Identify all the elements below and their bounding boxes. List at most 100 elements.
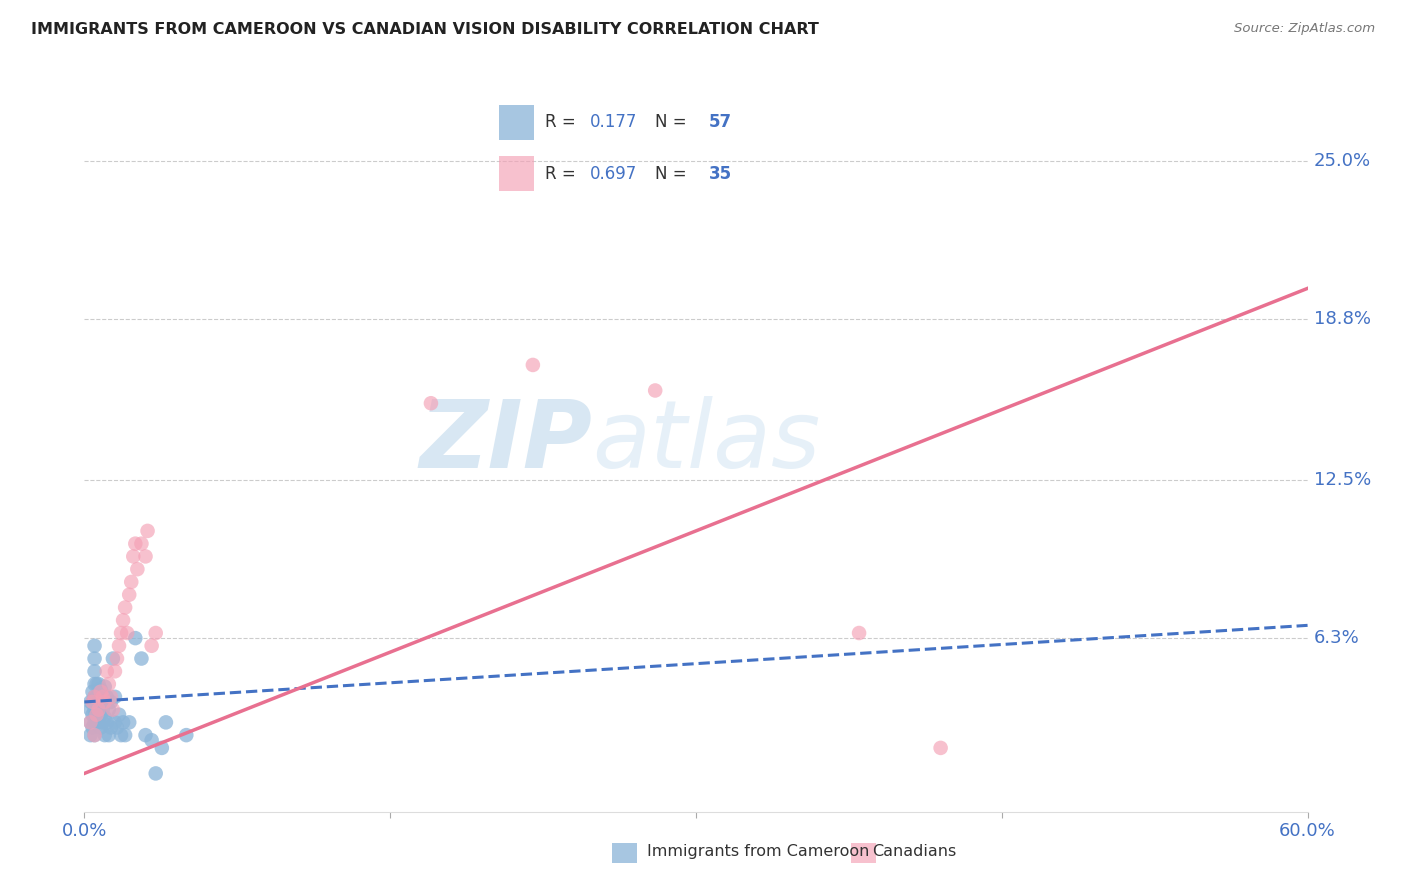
Point: [82, 707, 104, 722]
Point: [105, 721, 128, 735]
Point: [86, 707, 108, 722]
Point: [79, 728, 101, 742]
Point: [135, 549, 157, 564]
Point: [114, 728, 136, 742]
Point: [93, 728, 115, 742]
Point: [87, 677, 110, 691]
Point: [93, 680, 115, 694]
Point: [131, 536, 153, 550]
Point: [145, 626, 167, 640]
Point: [91, 703, 114, 717]
Text: Immigrants from Cameroon: Immigrants from Cameroon: [647, 845, 869, 859]
Text: 18.8%: 18.8%: [1313, 310, 1371, 328]
Point: [104, 715, 127, 730]
Point: [848, 626, 870, 640]
Text: ZIP: ZIP: [419, 395, 592, 488]
Point: [101, 651, 124, 665]
Point: [108, 707, 131, 722]
Point: [131, 651, 153, 665]
Point: [83, 715, 105, 730]
Point: [90, 682, 112, 697]
Point: [83, 639, 105, 653]
Point: [124, 536, 146, 550]
Point: [929, 740, 952, 755]
Point: [86, 703, 108, 717]
Point: [86, 715, 108, 730]
Point: [96, 665, 118, 679]
Point: [100, 690, 122, 704]
Point: [83, 677, 105, 691]
Point: [136, 524, 159, 538]
Point: [104, 690, 127, 704]
Point: [522, 358, 544, 372]
Point: [83, 728, 105, 742]
Point: [79, 715, 101, 730]
Text: Canadians: Canadians: [872, 845, 956, 859]
Point: [112, 613, 135, 627]
Point: [87, 703, 110, 717]
Point: [114, 600, 136, 615]
Point: [90, 721, 112, 735]
Point: [90, 707, 112, 722]
Point: [90, 684, 112, 698]
Point: [124, 631, 146, 645]
Point: [155, 715, 177, 730]
Point: [150, 740, 173, 755]
Point: [118, 588, 141, 602]
Point: [145, 766, 167, 780]
Point: [83, 665, 105, 679]
Point: [420, 396, 443, 410]
Point: [79, 703, 101, 717]
Point: [101, 703, 124, 717]
Text: IMMIGRANTS FROM CAMEROON VS CANADIAN VISION DISABILITY CORRELATION CHART: IMMIGRANTS FROM CAMEROON VS CANADIAN VIS…: [31, 22, 818, 37]
Text: Source: ZipAtlas.com: Source: ZipAtlas.com: [1234, 22, 1375, 36]
Point: [120, 574, 142, 589]
Point: [83, 703, 105, 717]
Point: [108, 639, 131, 653]
Text: 25.0%: 25.0%: [1313, 152, 1371, 169]
Point: [118, 715, 141, 730]
Point: [110, 728, 132, 742]
Text: atlas: atlas: [592, 396, 820, 487]
Point: [93, 695, 115, 709]
Point: [135, 728, 157, 742]
Text: #cde0f0: #cde0f0: [696, 431, 755, 444]
Point: [82, 684, 104, 698]
Point: [87, 703, 110, 717]
Point: [82, 695, 104, 709]
Point: [141, 639, 163, 653]
Point: [110, 626, 132, 640]
Point: [97, 703, 120, 717]
Point: [83, 651, 105, 665]
Point: [82, 695, 104, 709]
Point: [93, 695, 115, 709]
Point: [91, 690, 114, 704]
Point: [87, 715, 110, 730]
Point: [122, 549, 145, 564]
Point: [86, 677, 108, 691]
Point: [100, 721, 122, 735]
Point: [96, 715, 118, 730]
Point: [90, 695, 112, 709]
Point: [93, 710, 115, 724]
Point: [112, 715, 135, 730]
Point: [82, 721, 104, 735]
Point: [83, 690, 105, 704]
Point: [83, 690, 105, 704]
Point: [141, 733, 163, 747]
Point: [87, 690, 110, 704]
Point: [83, 728, 105, 742]
Point: [115, 626, 138, 640]
Point: [104, 665, 127, 679]
Point: [105, 651, 128, 665]
Point: [97, 677, 120, 691]
Point: [100, 695, 122, 709]
Point: [644, 384, 666, 398]
Point: [174, 728, 197, 742]
Point: [79, 715, 101, 730]
Text: 12.5%: 12.5%: [1313, 471, 1371, 489]
Point: [91, 715, 114, 730]
Text: 6.3%: 6.3%: [1313, 629, 1360, 647]
Point: [86, 690, 108, 704]
Point: [97, 728, 120, 742]
